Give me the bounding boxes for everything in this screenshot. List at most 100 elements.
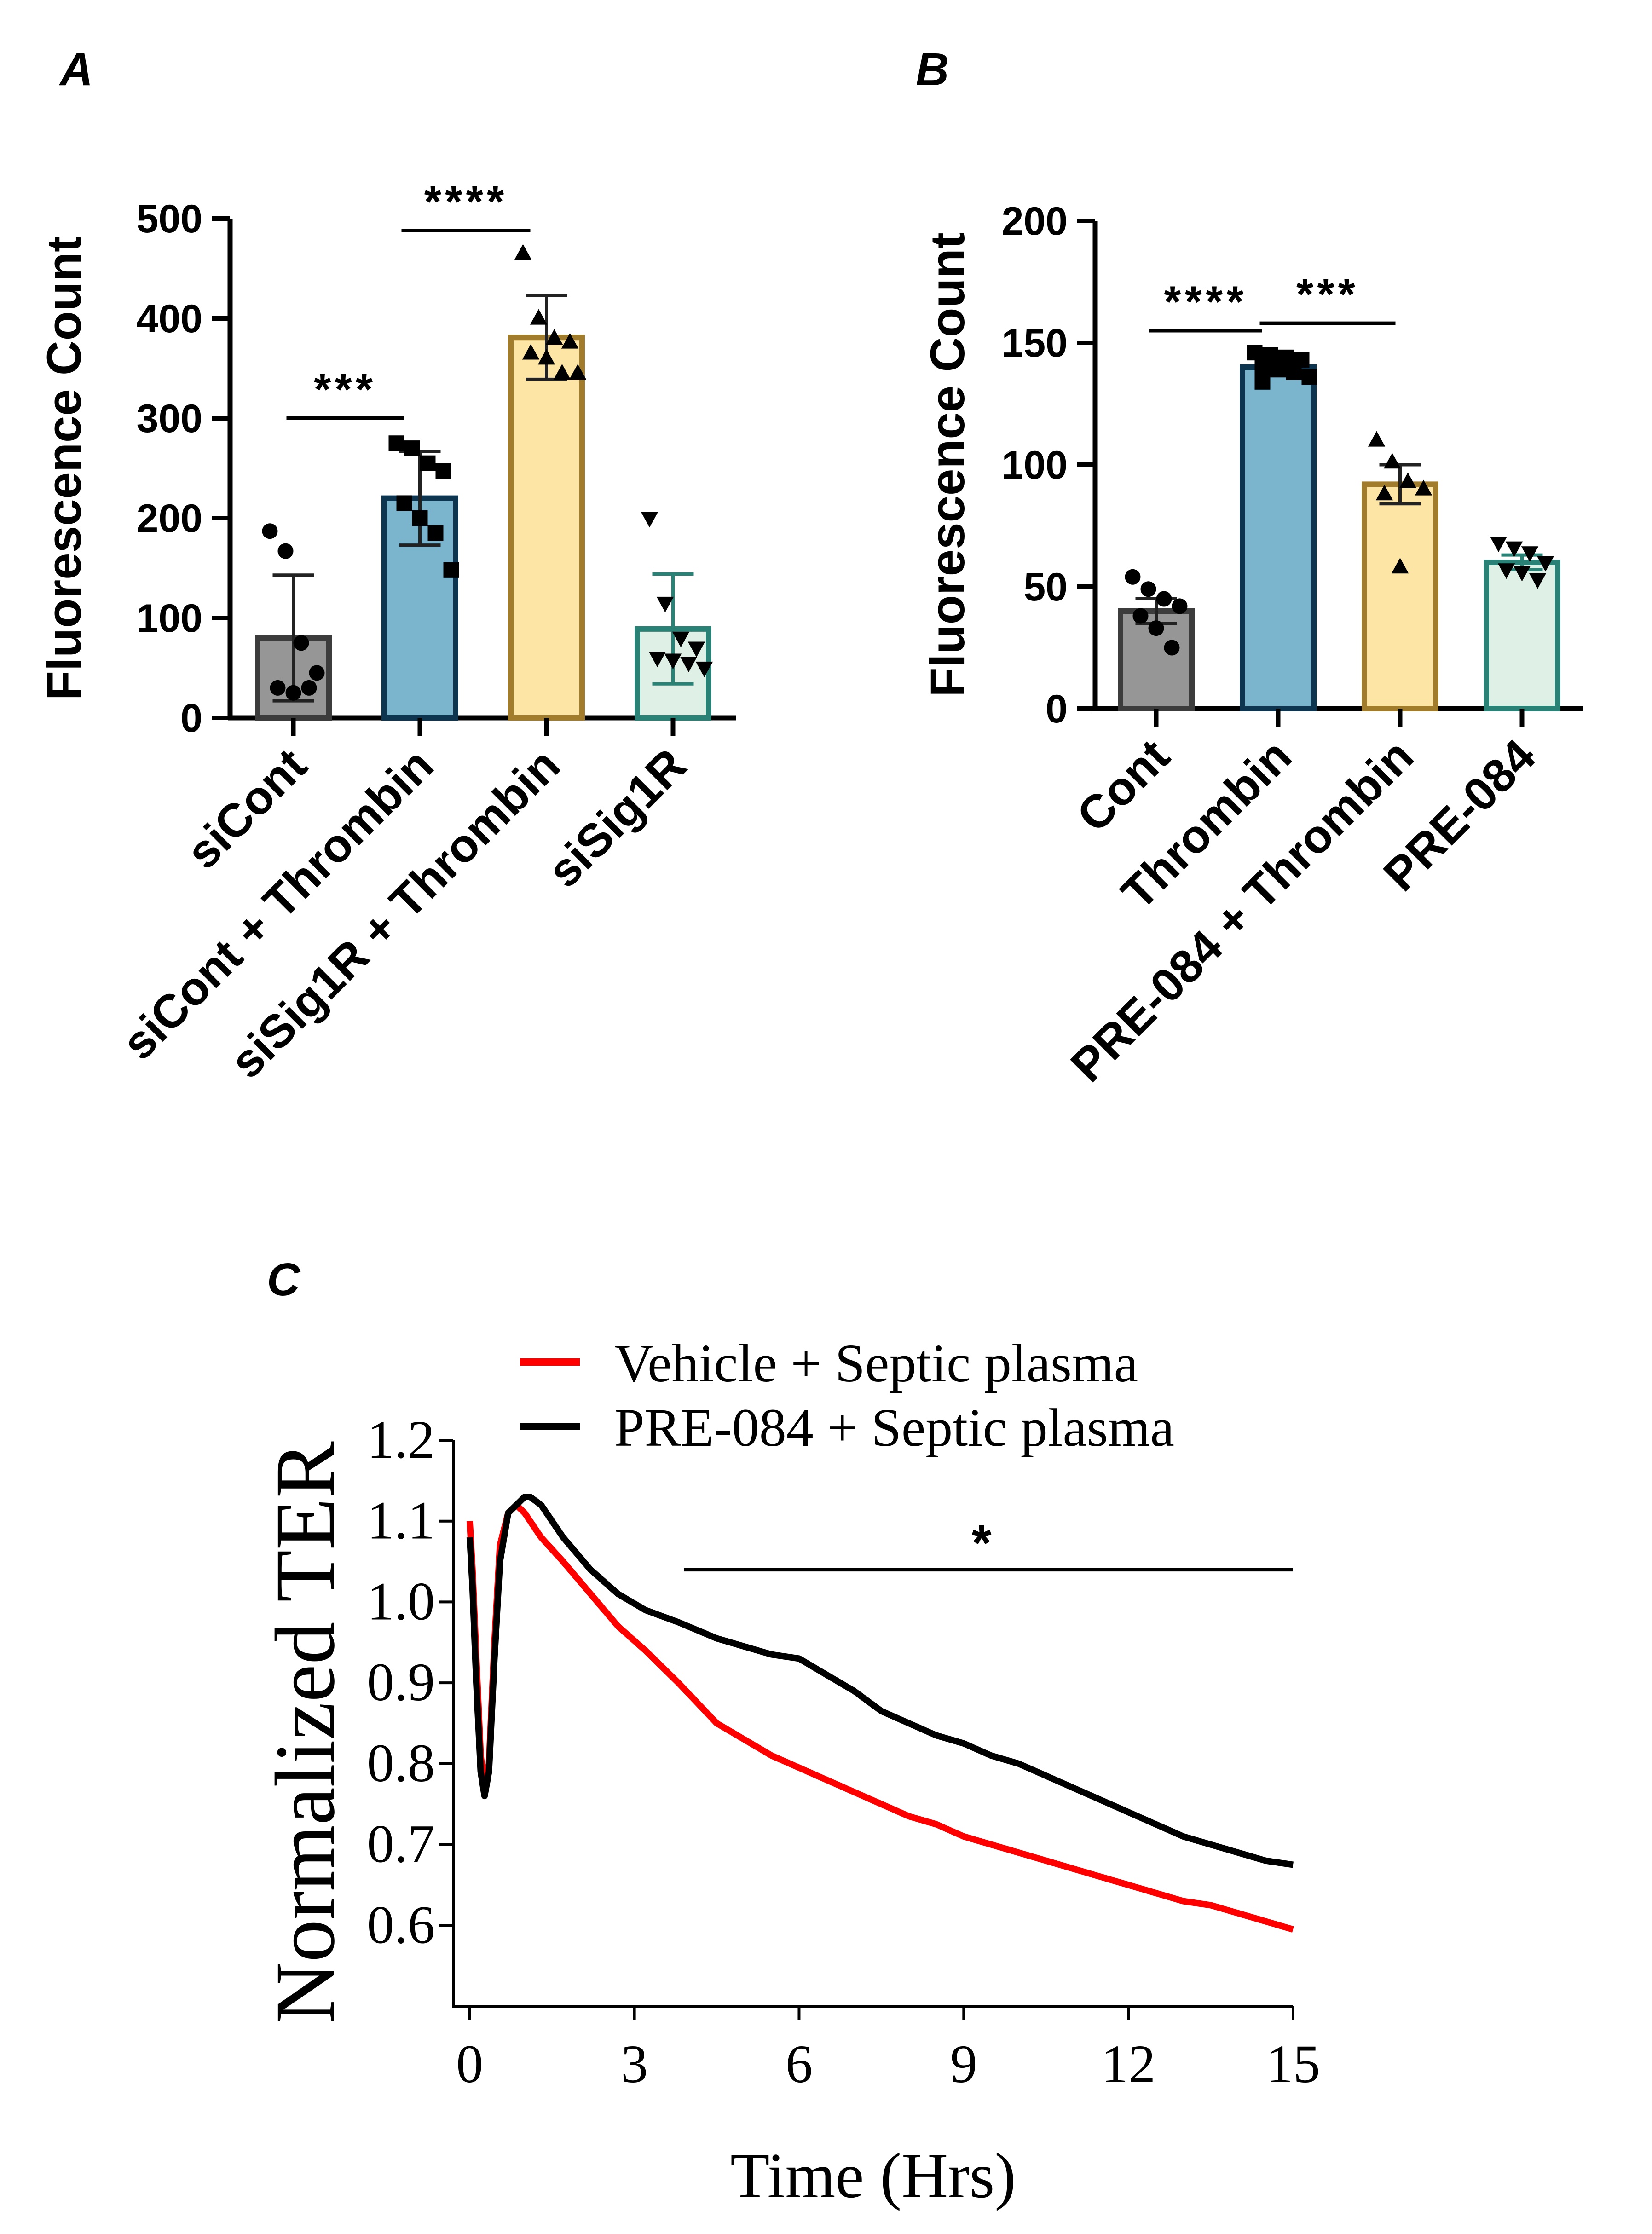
x-tick-label: 3 xyxy=(621,2034,648,2094)
data-point xyxy=(656,596,674,612)
data-point xyxy=(301,680,317,696)
data-point xyxy=(1497,563,1515,579)
data-point xyxy=(309,665,325,681)
data-point xyxy=(530,309,548,325)
x-category-label: siSig1R xyxy=(537,739,696,897)
data-point xyxy=(1132,608,1149,624)
y-tick-label: 100 xyxy=(137,596,203,641)
data-point xyxy=(1172,598,1188,614)
panel-c-chart: 0.6 0.7 0.8 0.9 1.0 1.1 1.2 0 3 6 9 12 15 Time (Hrs) N… xyxy=(258,1333,1320,2211)
data-point xyxy=(1247,345,1263,361)
data-point xyxy=(1286,364,1302,380)
bar-3 xyxy=(508,335,585,721)
legend-label-1: Vehicle + Septic plasma xyxy=(614,1333,1138,1393)
y-axis-title: Normalized TER xyxy=(258,1441,352,2024)
data-point xyxy=(1156,591,1172,607)
y-tick-label: 0.6 xyxy=(367,1894,435,1955)
data-point xyxy=(1513,566,1531,582)
data-point xyxy=(412,510,428,526)
y-axis-title: Fluorescence Count xyxy=(37,236,91,700)
bar-3 xyxy=(1362,481,1438,712)
data-point xyxy=(435,463,451,479)
data-point xyxy=(545,329,563,345)
data-point xyxy=(1490,537,1508,552)
y-tick-label: 300 xyxy=(137,397,203,441)
panel-a-letter: A xyxy=(58,44,93,95)
x-category-label: Cont xyxy=(1067,729,1179,842)
y-tick-label: 1.1 xyxy=(367,1490,435,1551)
panel-b-letter: B xyxy=(916,44,949,95)
y-tick-label: 0.7 xyxy=(367,1814,435,1874)
data-point xyxy=(641,512,658,528)
x-axis-title: Time (Hrs) xyxy=(730,2140,1016,2211)
data-point xyxy=(537,349,555,365)
x-tick-label: 12 xyxy=(1101,2034,1155,2094)
data-point xyxy=(420,455,436,471)
x-tick-label: 0 xyxy=(456,2034,483,2094)
x-tick-label: 9 xyxy=(950,2034,977,2094)
significance-label: *** xyxy=(314,365,376,414)
data-point xyxy=(1301,369,1317,385)
data-point xyxy=(1254,374,1271,390)
data-point xyxy=(388,435,404,451)
data-point xyxy=(270,680,286,696)
y-axis-title: Fluorescence Count xyxy=(921,232,975,697)
data-point xyxy=(404,440,420,456)
data-point xyxy=(664,653,682,670)
series-line-2 xyxy=(466,1494,1294,1868)
data-point xyxy=(1399,472,1417,488)
y-tick-label: 1.0 xyxy=(367,1571,435,1631)
data-point xyxy=(522,344,540,360)
data-point xyxy=(1375,485,1393,501)
significance-label: **** xyxy=(424,177,508,226)
data-point xyxy=(262,523,278,539)
data-point xyxy=(695,661,713,677)
significance-label: * xyxy=(972,1515,992,1571)
data-point xyxy=(672,631,690,647)
data-point xyxy=(1140,581,1156,597)
data-point xyxy=(1415,479,1433,496)
y-tick-label: 100 xyxy=(1002,443,1068,487)
data-point xyxy=(687,641,705,658)
data-point xyxy=(1505,541,1523,557)
data-point xyxy=(553,364,571,380)
data-point xyxy=(569,364,587,380)
data-point xyxy=(1164,640,1180,656)
data-point xyxy=(1383,453,1401,469)
significance-label: *** xyxy=(1296,270,1359,319)
data-point xyxy=(285,685,301,701)
data-point xyxy=(1529,573,1547,589)
y-tick-label: 0 xyxy=(180,696,202,740)
data-point xyxy=(648,652,666,668)
y-tick-label: 0 xyxy=(1045,687,1068,731)
data-point xyxy=(1125,569,1141,585)
x-tick-label: 6 xyxy=(786,2034,813,2094)
data-point xyxy=(514,244,532,260)
data-point xyxy=(1270,362,1286,378)
data-point xyxy=(1254,359,1271,375)
y-tick-label: 400 xyxy=(137,297,203,341)
significance-label: **** xyxy=(1164,277,1247,327)
data-point xyxy=(1148,620,1164,636)
data-point xyxy=(680,657,698,673)
panel-c-letter: C xyxy=(267,1254,301,1305)
bar-4 xyxy=(1484,560,1560,711)
y-tick-label: 200 xyxy=(1002,199,1068,243)
y-tick-label: 500 xyxy=(137,197,203,241)
data-point xyxy=(427,525,444,541)
y-tick-label: 0.8 xyxy=(367,1733,435,1793)
y-tick-label: 150 xyxy=(1002,321,1068,365)
data-point xyxy=(1536,556,1554,572)
bar-2 xyxy=(1240,364,1317,711)
data-point xyxy=(396,495,412,511)
data-point xyxy=(561,333,579,349)
data-point xyxy=(443,562,459,578)
x-tick-label: 15 xyxy=(1266,2034,1320,2094)
data-point xyxy=(1391,558,1409,574)
data-point xyxy=(293,635,309,651)
y-tick-label: 50 xyxy=(1023,565,1068,609)
legend-label-2: PRE-084 + Septic plasma xyxy=(614,1397,1174,1458)
